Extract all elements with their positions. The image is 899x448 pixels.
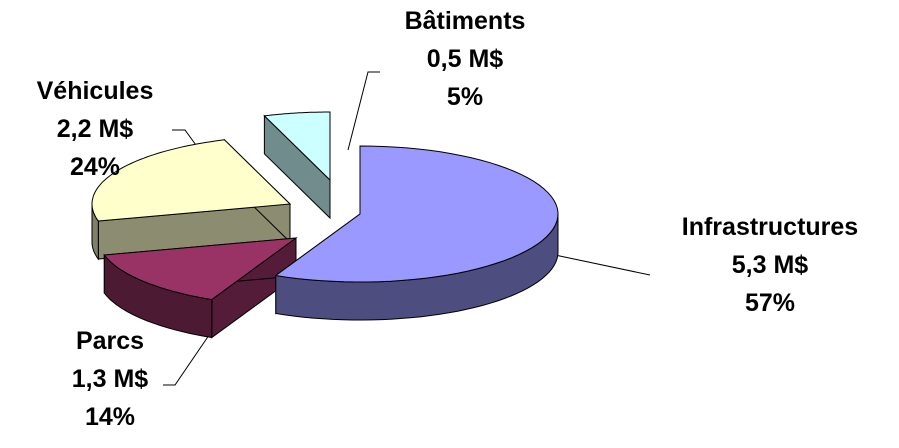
label-parcs-name: Parcs	[75, 327, 145, 355]
leader-batiments	[347, 71, 380, 151]
label-parcs-amount: 1,3 M$	[71, 365, 149, 393]
slice-parcs-top	[103, 237, 298, 301]
label-infrastructures: Infrastructures 5,3 M$ 57%	[650, 208, 890, 322]
slice-btiments-top	[263, 111, 331, 182]
label-parcs: Parcs 1,3 M$ 14%	[30, 322, 190, 436]
label-batiments-percent: 5%	[446, 83, 484, 111]
leader-infrastructures	[554, 254, 651, 276]
label-vehicules-name: Véhicules	[36, 77, 154, 105]
label-infrastructures-percent: 57%	[744, 289, 796, 317]
slice-vhicules-top	[91, 139, 292, 222]
label-vehicules: Véhicules 2,2 M$ 24%	[0, 72, 190, 186]
label-batiments-name: Bâtiments	[404, 7, 526, 35]
pie-slices	[91, 111, 559, 339]
label-infrastructures-amount: 5,3 M$	[731, 251, 809, 279]
label-parcs-percent: 14%	[84, 403, 136, 431]
slice-infrastructures-top	[274, 145, 559, 283]
label-batiments-amount: 0,5 M$	[426, 45, 504, 73]
label-vehicules-percent: 24%	[69, 153, 121, 181]
label-infrastructures-name: Infrastructures	[681, 213, 859, 241]
label-batiments: Bâtiments 0,5 M$ 5%	[365, 2, 565, 116]
label-vehicules-amount: 2,2 M$	[56, 115, 134, 143]
